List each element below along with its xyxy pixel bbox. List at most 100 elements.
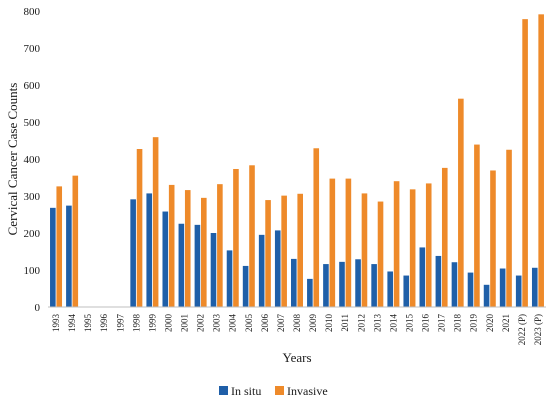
- bar-in-situ: [323, 264, 329, 307]
- x-tick-label: 2016: [421, 314, 431, 333]
- y-tick-label: 0: [35, 302, 41, 314]
- y-tick-label: 400: [24, 154, 41, 166]
- bar-in-situ: [515, 275, 522, 307]
- x-tick-label: 1999: [147, 314, 157, 333]
- bar-invasive: [201, 197, 207, 307]
- bar-in-situ: [194, 224, 201, 307]
- bar-invasive: [217, 184, 223, 307]
- legend-swatch-in-situ: [219, 386, 228, 395]
- x-tick-label: 2013: [372, 314, 382, 333]
- bar-in-situ: [258, 234, 265, 307]
- bar-invasive: [56, 186, 63, 307]
- bar-in-situ: [66, 205, 72, 307]
- x-tick-label: 2012: [356, 314, 366, 332]
- bar-invasive: [168, 184, 175, 307]
- x-tick-label: 2022 (P): [517, 314, 527, 345]
- y-tick-label: 500: [24, 117, 41, 129]
- x-tick-label: 2020: [485, 314, 495, 333]
- bar-invasive: [152, 137, 159, 307]
- x-axis-title: Years: [282, 350, 311, 365]
- bar-in-situ: [531, 267, 538, 307]
- bar-invasive: [506, 149, 512, 307]
- x-tick-label: 2000: [163, 314, 173, 333]
- legend: In situ Invasive: [219, 384, 328, 398]
- x-tick-label: 2004: [228, 314, 238, 333]
- y-tick-label: 800: [24, 6, 41, 18]
- bar-in-situ: [403, 275, 410, 307]
- bar-in-situ: [467, 272, 474, 307]
- bar-in-situ: [483, 284, 490, 307]
- bar-invasive: [490, 170, 496, 307]
- bar-in-situ: [419, 247, 426, 307]
- x-tick-label: 2005: [244, 314, 254, 333]
- bar-in-situ: [387, 271, 393, 307]
- x-tick-label: 1994: [67, 314, 77, 333]
- bar-invasive: [313, 148, 320, 307]
- bar-invasive: [377, 201, 384, 307]
- bar-invasive: [297, 193, 303, 307]
- bar-invasive: [345, 178, 352, 307]
- bar-invasive: [233, 168, 239, 307]
- bar-invasive: [409, 189, 416, 307]
- x-tick-label: 2017: [437, 314, 447, 333]
- y-tick-label: 200: [24, 228, 41, 240]
- x-tick-label: 2023 (P): [533, 314, 543, 345]
- bar-in-situ: [226, 250, 233, 307]
- y-tick-label: 300: [24, 191, 41, 203]
- x-tick-label: 2021: [501, 314, 511, 332]
- bar-invasive: [361, 193, 368, 307]
- x-tick-label: 2014: [388, 314, 398, 333]
- bar-in-situ: [130, 199, 136, 307]
- bar-in-situ: [435, 255, 442, 307]
- bar-invasive: [441, 167, 448, 307]
- bar-invasive: [538, 14, 544, 308]
- y-tick-label: 100: [24, 265, 41, 277]
- bars-group: [50, 14, 544, 308]
- bar-in-situ: [307, 278, 313, 307]
- x-tick-label: 2001: [180, 314, 190, 332]
- bar-in-situ: [162, 211, 169, 307]
- legend-label-in-situ: In situ: [231, 384, 261, 398]
- x-tick-label: 1995: [83, 314, 93, 333]
- x-tick-label: 2018: [453, 314, 463, 333]
- bar-invasive: [329, 178, 336, 307]
- x-tick-label: 1996: [99, 314, 109, 333]
- bar-invasive: [474, 144, 480, 307]
- y-axis: 0 100 200 300 400 500 600 700 800: [24, 6, 41, 314]
- bar-in-situ: [242, 265, 249, 307]
- x-tick-label: 1997: [115, 314, 125, 333]
- bar-invasive: [425, 183, 432, 307]
- bar-invasive: [184, 190, 191, 307]
- bar-invasive: [136, 149, 143, 307]
- bar-in-situ: [291, 258, 297, 307]
- legend-label-invasive: Invasive: [287, 384, 328, 398]
- y-tick-label: 700: [24, 43, 41, 55]
- x-tick-label: 2010: [324, 314, 334, 333]
- bar-in-situ: [210, 233, 217, 307]
- bar-invasive: [72, 175, 79, 307]
- x-tick-label: 2015: [404, 314, 414, 333]
- bar-in-situ: [146, 193, 153, 307]
- x-tick-label: 1998: [131, 314, 141, 333]
- x-tick-label: 2019: [469, 314, 479, 333]
- bar-in-situ: [371, 264, 377, 307]
- x-tick-label: 2002: [196, 314, 206, 332]
- bar-invasive: [458, 98, 464, 307]
- legend-swatch-invasive: [275, 386, 284, 395]
- bar-invasive: [249, 165, 255, 307]
- x-tick-label: 2003: [212, 314, 222, 333]
- bar-in-situ: [50, 207, 56, 307]
- x-tick-label: 2008: [292, 314, 302, 333]
- y-axis-title: Cervical Cancer Case Counts: [5, 83, 20, 236]
- x-tick-label: 2006: [260, 314, 270, 333]
- bar-invasive: [265, 200, 271, 307]
- x-tick-label: 1993: [51, 314, 61, 333]
- bar-in-situ: [339, 261, 345, 307]
- x-tick-label: 2009: [308, 314, 318, 333]
- bar-in-situ: [274, 230, 281, 307]
- bar-in-situ: [178, 223, 185, 307]
- x-tick-label: 2011: [340, 314, 350, 332]
- bar-invasive: [522, 19, 528, 307]
